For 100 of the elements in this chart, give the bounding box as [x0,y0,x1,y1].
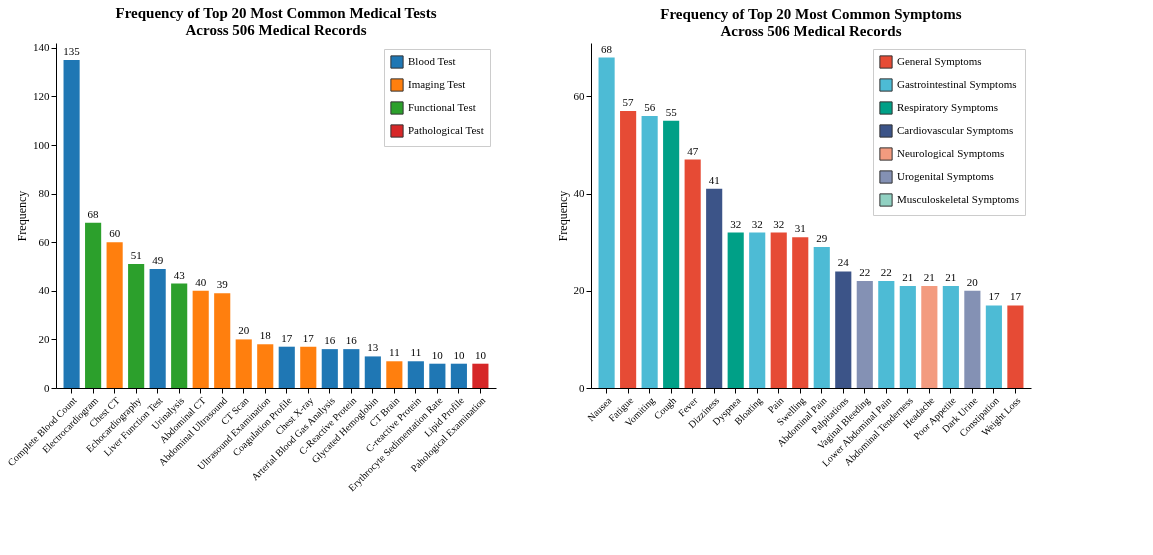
bar [1007,305,1024,388]
chart-title: Frequency of Top 20 Most Common Symptoms Across 506 Medical Records [660,6,962,39]
bar [171,283,188,388]
data-label: 21 [945,270,957,283]
data-label: 49 [152,253,164,266]
bar [214,293,231,388]
bar [663,120,680,388]
data-label: 13 [367,341,379,354]
y-tick-label: 20 [573,284,585,297]
bar [921,285,938,388]
y-tick-label: 100 [33,138,50,151]
data-label: 68 [87,207,100,220]
bar [106,242,123,388]
bar [942,285,959,388]
data-label: 20 [966,275,979,288]
data-label: 43 [173,268,186,281]
bar [63,60,80,388]
data-label: 47 [687,144,699,157]
bar [899,285,916,388]
legend-label: Respiratory Symptoms [897,101,999,113]
legend-label: Blood Test [408,55,456,67]
legend-label: Urogenital Symptoms [897,170,994,182]
data-label: 17 [281,331,293,344]
bar [386,361,403,388]
bar [472,363,489,388]
bar [257,344,274,388]
legend-label: Musculoskeletal Symptoms [897,193,1019,205]
data-label: 41 [708,173,720,186]
y-axis-title: Frequency [555,190,570,242]
y-tick-label: 80 [38,187,50,200]
bar [856,281,873,388]
data-label: 57 [622,96,635,109]
data-label: 16 [324,334,336,347]
data-label: 55 [665,105,678,118]
data-label: 11 [389,346,400,359]
y-tick-label: 120 [33,89,50,102]
data-label: 56 [644,100,656,113]
bar [792,237,809,388]
data-label: 29 [816,232,828,245]
bar [321,349,338,388]
y-tick-label: 40 [573,187,585,200]
bar [235,339,252,388]
chart-title: Frequency of Top 20 Most Common Medical Tests Across 506 Medical Records [115,4,437,38]
data-label: 32 [751,217,763,230]
data-label: 39 [216,278,229,291]
data-label: 68 [601,42,613,55]
data-label: 24 [837,256,850,269]
bar [343,349,360,388]
data-label: 32 [773,217,785,230]
data-label: 10 [453,348,465,361]
y-tick-label: 40 [38,284,50,297]
bar [835,271,852,388]
data-label: 10 [474,348,487,361]
bar [964,290,981,388]
legend-label: Imaging Test [408,78,466,90]
data-label: 17 [988,290,1000,303]
data-label: 51 [130,249,142,262]
y-tick-label: 20 [38,332,50,345]
legend-label: Functional Test [408,101,476,113]
bar [85,222,102,388]
data-label: 17 [1009,290,1022,303]
bar [149,268,166,388]
y-tick-label: 60 [573,89,585,102]
legend-label: Gastrointestinal Symptoms [897,78,1017,90]
bar [364,356,381,388]
bar [878,281,895,388]
y-tick-label: 60 [38,235,50,248]
bar [620,111,637,388]
bar [429,363,446,388]
data-label: 22 [859,266,871,279]
bar [727,232,744,388]
y-tick-label: 140 [33,41,50,54]
bar [706,188,723,388]
legend-label: Pathological Test [408,124,484,136]
bar [598,57,615,388]
data-label: 18 [259,329,272,342]
bar [770,232,787,388]
bar [684,159,701,388]
bar [192,290,209,388]
bar [128,264,145,388]
bar [450,363,467,388]
data-label: 40 [195,275,207,288]
data-label: 32 [730,217,742,230]
bar [407,361,424,388]
data-label: 10 [431,348,444,361]
y-tick-label: 0 [44,381,50,394]
legend-label: General Symptoms [897,55,982,67]
data-label: 20 [238,324,250,337]
data-label: 17 [302,331,315,344]
legend-label: Neurological Symptoms [897,147,1005,159]
data-label: 21 [923,270,935,283]
bar [985,305,1002,388]
data-label: 11 [410,346,422,359]
data-label: 21 [902,270,914,283]
bar [749,232,766,388]
legend-label: Cardiovascular Symptoms [897,124,1014,136]
data-label: 16 [345,334,358,347]
data-label: 135 [63,45,81,58]
bar [278,346,295,388]
data-label: 22 [880,266,892,279]
